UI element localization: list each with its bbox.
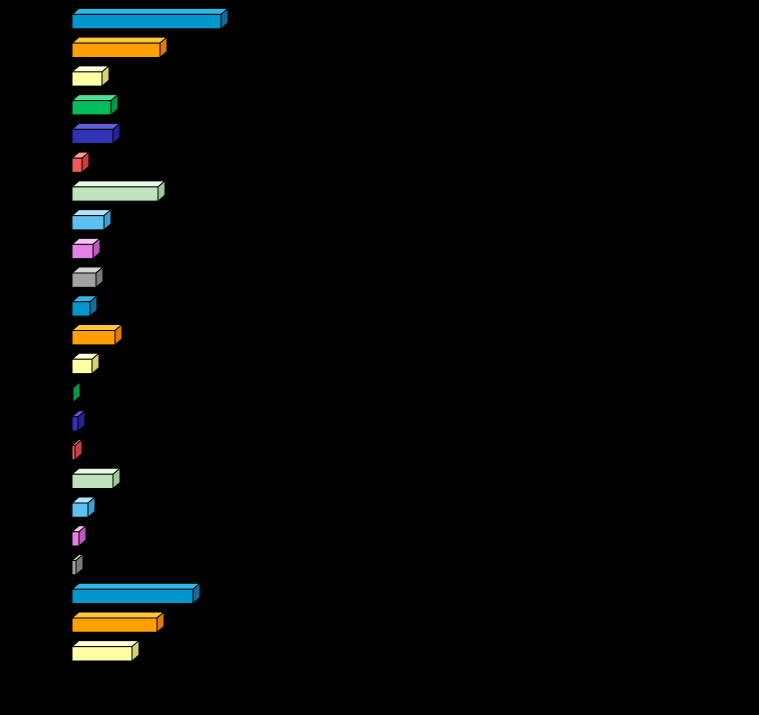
bar-3d-row-21 <box>70 582 202 605</box>
bar-top-face <box>70 467 122 475</box>
bar-3d-row-14 <box>70 380 82 404</box>
bar-front-face <box>71 71 103 87</box>
bar-front-face <box>71 157 83 173</box>
bar-side-face <box>72 380 81 404</box>
bar-3d-row-9 <box>70 237 102 260</box>
bar-3d-row-15 <box>70 409 87 433</box>
bar-top-face <box>70 122 122 130</box>
bar-3d-row-18 <box>70 495 97 519</box>
bar-front-face <box>71 473 114 490</box>
bar-top-face <box>70 36 169 44</box>
bar-front-face <box>71 42 161 58</box>
bar-3d-row-11 <box>70 294 99 318</box>
bar-3d-row-3 <box>70 64 111 88</box>
bar-3d-row-6 <box>70 151 91 174</box>
bar-top-face <box>70 582 202 590</box>
bar-top-face <box>70 7 230 15</box>
bar-top-face <box>70 640 141 648</box>
bar-3d-row-20 <box>70 553 85 576</box>
bar-3d-row-8 <box>70 208 113 231</box>
bar-front-face <box>71 387 74 403</box>
bar-front-face <box>71 272 97 288</box>
bar-3d-row-17 <box>70 467 122 490</box>
bar-front-face <box>71 588 194 604</box>
bar-3d-row-7 <box>70 179 167 203</box>
bar-front-face <box>71 301 91 317</box>
bar-front-face <box>71 617 158 633</box>
bar-front-face <box>71 215 105 231</box>
bar-front-face <box>71 502 89 518</box>
bar-front-face <box>71 243 94 260</box>
bar-3d-row-19 <box>70 524 88 548</box>
bar-top-face <box>70 94 120 102</box>
bar-front-face <box>71 531 80 547</box>
bar-3d-row-22 <box>70 610 166 634</box>
bar-front-face <box>71 358 93 375</box>
bar-front-face <box>71 128 114 145</box>
bar-3d-row-5 <box>70 122 122 145</box>
bar-3d-row-12 <box>70 323 124 346</box>
bar-3d-row-4 <box>70 93 120 117</box>
bar-top-face <box>70 180 167 188</box>
bar-front-face <box>71 445 76 461</box>
bar-top-face <box>70 611 166 619</box>
bar-3d-row-10 <box>70 265 105 289</box>
bar-top-face <box>70 324 124 332</box>
bar-3d-row-13 <box>70 352 101 375</box>
bar-front-face <box>71 416 79 432</box>
bar-front-face <box>71 646 133 662</box>
bar-3d-row-1 <box>70 7 230 30</box>
bar-front-face <box>71 186 159 202</box>
bar-3d-row-2 <box>70 36 169 59</box>
bar-3d-row-23 <box>70 639 141 663</box>
bar-front-face <box>71 100 112 116</box>
bar-3d-row-16 <box>70 438 84 461</box>
bar-front-face <box>71 13 222 30</box>
bar-front-face <box>71 330 116 346</box>
bar-front-face <box>71 559 77 576</box>
